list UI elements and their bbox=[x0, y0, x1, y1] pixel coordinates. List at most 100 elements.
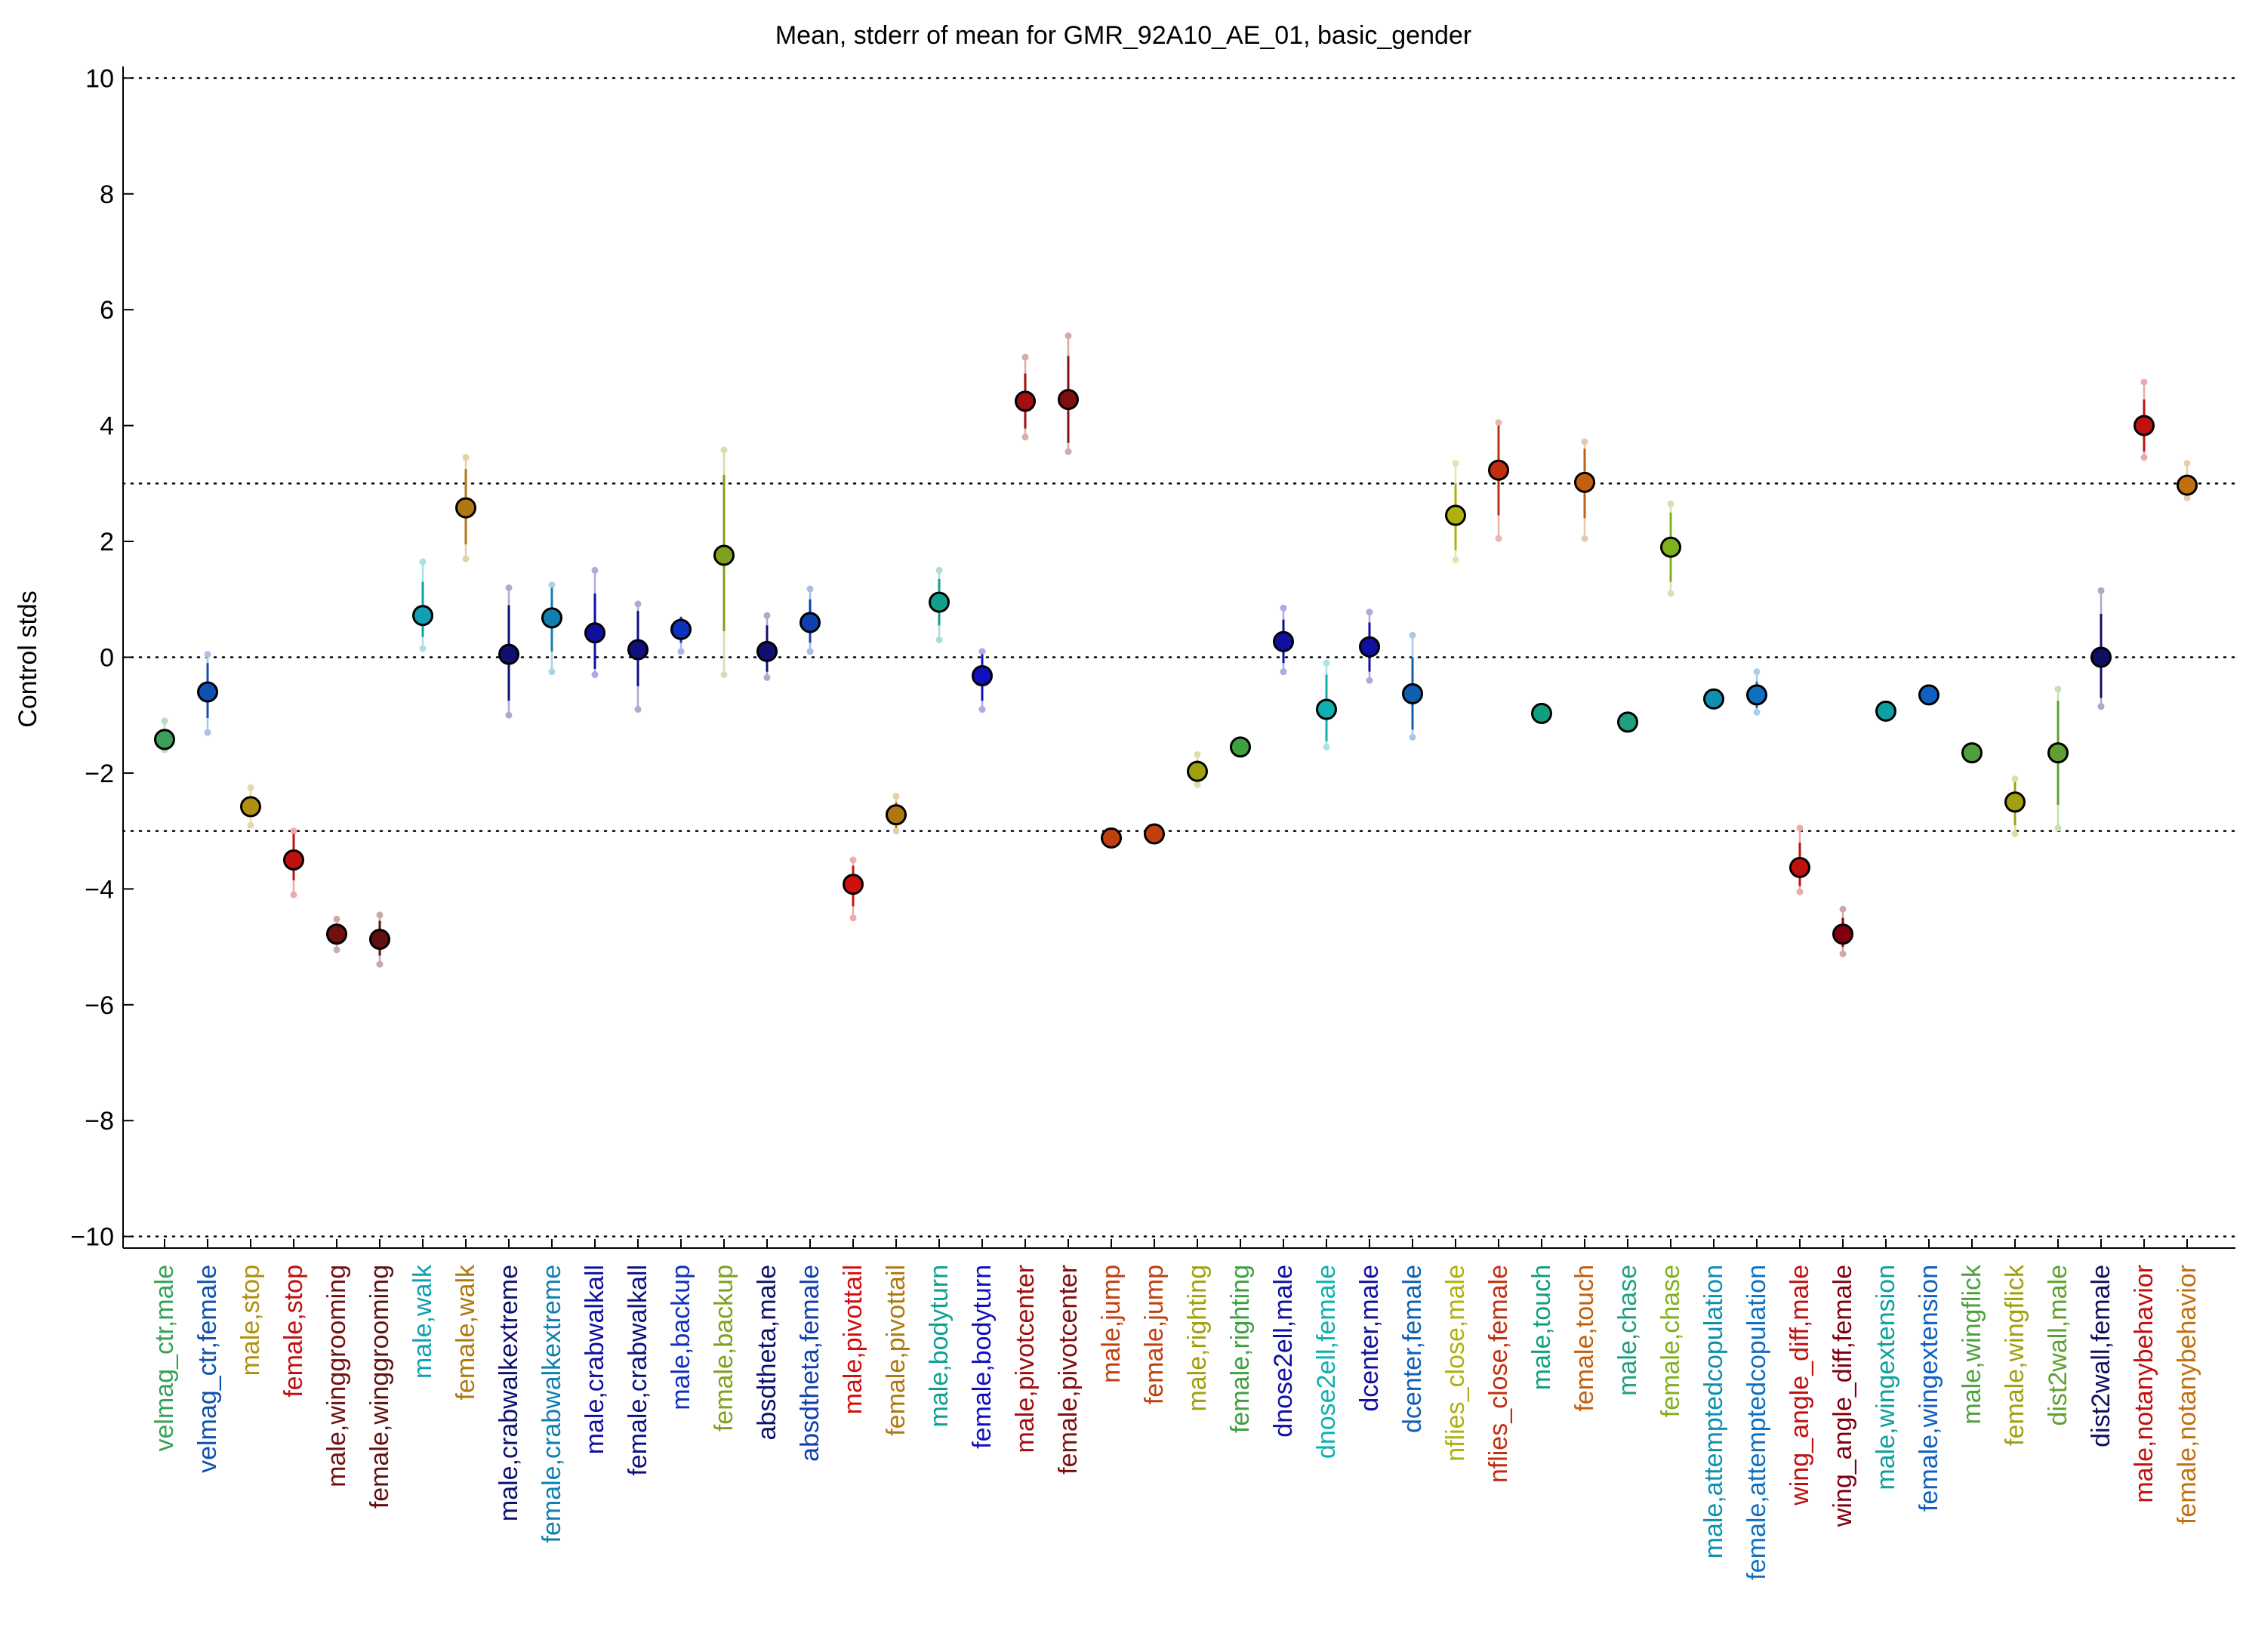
x-tick-label: absdtheta,male bbox=[753, 1265, 781, 1441]
data-point-group bbox=[800, 585, 821, 655]
mean-marker bbox=[1961, 742, 1983, 764]
x-tick-label: male,pivottail bbox=[839, 1265, 867, 1414]
range-end-marker bbox=[462, 555, 470, 562]
mean-marker bbox=[197, 681, 218, 703]
chart-title: Mean, stderr of mean for GMR_92A10_AE_01… bbox=[775, 21, 1471, 50]
y-axis-label: Control stds bbox=[14, 590, 42, 727]
x-tick-label: dcenter,female bbox=[1398, 1265, 1427, 1433]
range-end-marker bbox=[892, 828, 900, 835]
data-point-group bbox=[1230, 736, 1251, 758]
range-end-marker bbox=[1021, 353, 1029, 361]
y-tick-label: 6 bbox=[100, 296, 114, 325]
data-point-group bbox=[1015, 353, 1036, 441]
data-point-group bbox=[541, 581, 562, 676]
range-end-marker bbox=[1409, 631, 1416, 639]
range-end-marker bbox=[2054, 824, 2062, 832]
range-end-marker bbox=[1495, 535, 1502, 542]
data-marks bbox=[154, 332, 2198, 968]
data-point-group bbox=[1574, 438, 1595, 542]
x-tick-label: wing_angle_diff,male bbox=[1785, 1265, 1814, 1506]
x-tick-label: female,notanybehavior bbox=[2173, 1265, 2201, 1524]
mean-marker bbox=[1789, 856, 1810, 878]
x-tick-label: nflies_close,male bbox=[1441, 1265, 1470, 1462]
range-end-marker bbox=[849, 856, 857, 864]
data-point-group bbox=[1918, 684, 1939, 706]
x-tick-label: female,walk bbox=[451, 1264, 480, 1401]
data-point-group bbox=[369, 911, 390, 968]
x-tick-label: male,notanybehavior bbox=[2130, 1265, 2158, 1503]
data-point-group bbox=[2004, 775, 2026, 837]
data-point-group bbox=[283, 828, 304, 898]
range-end-marker bbox=[1839, 905, 1847, 913]
range-end-marker bbox=[505, 711, 513, 719]
x-tick-label: female,wingflick bbox=[2001, 1264, 2029, 1446]
range-end-marker bbox=[1581, 535, 1588, 542]
mean-marker bbox=[929, 591, 950, 613]
range-end-marker bbox=[806, 585, 814, 593]
data-point-group bbox=[1875, 700, 1896, 722]
data-point-group bbox=[1746, 668, 1767, 716]
y-tick-label: −8 bbox=[85, 1107, 114, 1136]
range-end-marker bbox=[2011, 830, 2019, 837]
x-tick-label: male,righting bbox=[1183, 1265, 1212, 1412]
x-tick-label: male,attemptedcopulation bbox=[1699, 1265, 1728, 1558]
data-point-group bbox=[713, 446, 735, 679]
range-end-marker bbox=[978, 706, 986, 714]
x-tick-label: female,pivottail bbox=[882, 1265, 910, 1436]
mean-marker bbox=[1617, 711, 1638, 733]
range-end-marker bbox=[634, 706, 642, 714]
range-end-marker bbox=[1581, 438, 1588, 445]
x-tick-label: dist2wall,male bbox=[2044, 1265, 2072, 1426]
range-end-marker bbox=[1064, 332, 1072, 340]
data-point-group bbox=[627, 600, 649, 714]
data-point-group bbox=[1402, 631, 1423, 741]
x-tick-label: dcenter,male bbox=[1355, 1265, 1384, 1412]
y-tick-label: 0 bbox=[100, 644, 114, 673]
data-point-group bbox=[584, 566, 605, 679]
x-tick-label: male,crabwalkextreme bbox=[494, 1265, 523, 1521]
data-point-group bbox=[1101, 827, 1122, 849]
x-tick-label: absdtheta,female bbox=[796, 1265, 824, 1462]
mean-marker bbox=[1230, 736, 1251, 758]
mean-marker bbox=[1703, 688, 1724, 710]
data-point-group bbox=[1832, 905, 1853, 957]
y-tick-label: −2 bbox=[85, 760, 114, 788]
x-tick-label: velmag_ctr,male bbox=[150, 1265, 179, 1452]
range-end-marker bbox=[161, 717, 168, 725]
x-tick-label: male,winggrooming bbox=[322, 1265, 351, 1487]
range-end-marker bbox=[935, 636, 943, 643]
x-tick-label: male,bodyturn bbox=[925, 1265, 954, 1427]
x-tick-label: wing_angle_diff,female bbox=[1829, 1265, 1857, 1527]
range-end-marker bbox=[505, 584, 513, 591]
mean-marker bbox=[1359, 636, 1380, 658]
range-end-marker bbox=[2140, 378, 2148, 386]
range-end-marker bbox=[1667, 500, 1674, 507]
data-point-group bbox=[412, 558, 433, 652]
range-end-marker bbox=[1753, 668, 1761, 676]
range-end-marker bbox=[204, 729, 211, 736]
mean-marker bbox=[1402, 683, 1423, 704]
mean-marker bbox=[283, 849, 304, 871]
data-point-group bbox=[2134, 378, 2155, 461]
mean-marker bbox=[1574, 471, 1595, 493]
data-point-group bbox=[1445, 460, 1466, 564]
x-tick-label: male,backup bbox=[667, 1265, 695, 1410]
mean-marker bbox=[1144, 823, 1165, 845]
x-tick-label: male,wingflick bbox=[1958, 1264, 1986, 1425]
mean-marker bbox=[972, 665, 993, 687]
data-point-group bbox=[240, 784, 261, 829]
y-tick-label: 10 bbox=[85, 64, 114, 93]
range-end-marker bbox=[247, 821, 254, 829]
mean-marker bbox=[1918, 684, 1939, 706]
x-tick-label: female,crabwalkall bbox=[624, 1265, 652, 1476]
range-end-marker bbox=[720, 671, 728, 679]
mean-marker bbox=[1316, 698, 1337, 720]
x-tick-label: dnose2ell,female bbox=[1312, 1265, 1341, 1459]
mean-marker bbox=[843, 874, 864, 895]
range-end-marker bbox=[1667, 590, 1674, 597]
range-end-marker bbox=[1796, 888, 1804, 895]
data-point-group bbox=[498, 584, 519, 719]
x-tick-label: male,touch bbox=[1527, 1265, 1556, 1390]
x-tick-label: female,attemptedcopulation bbox=[1742, 1265, 1771, 1580]
